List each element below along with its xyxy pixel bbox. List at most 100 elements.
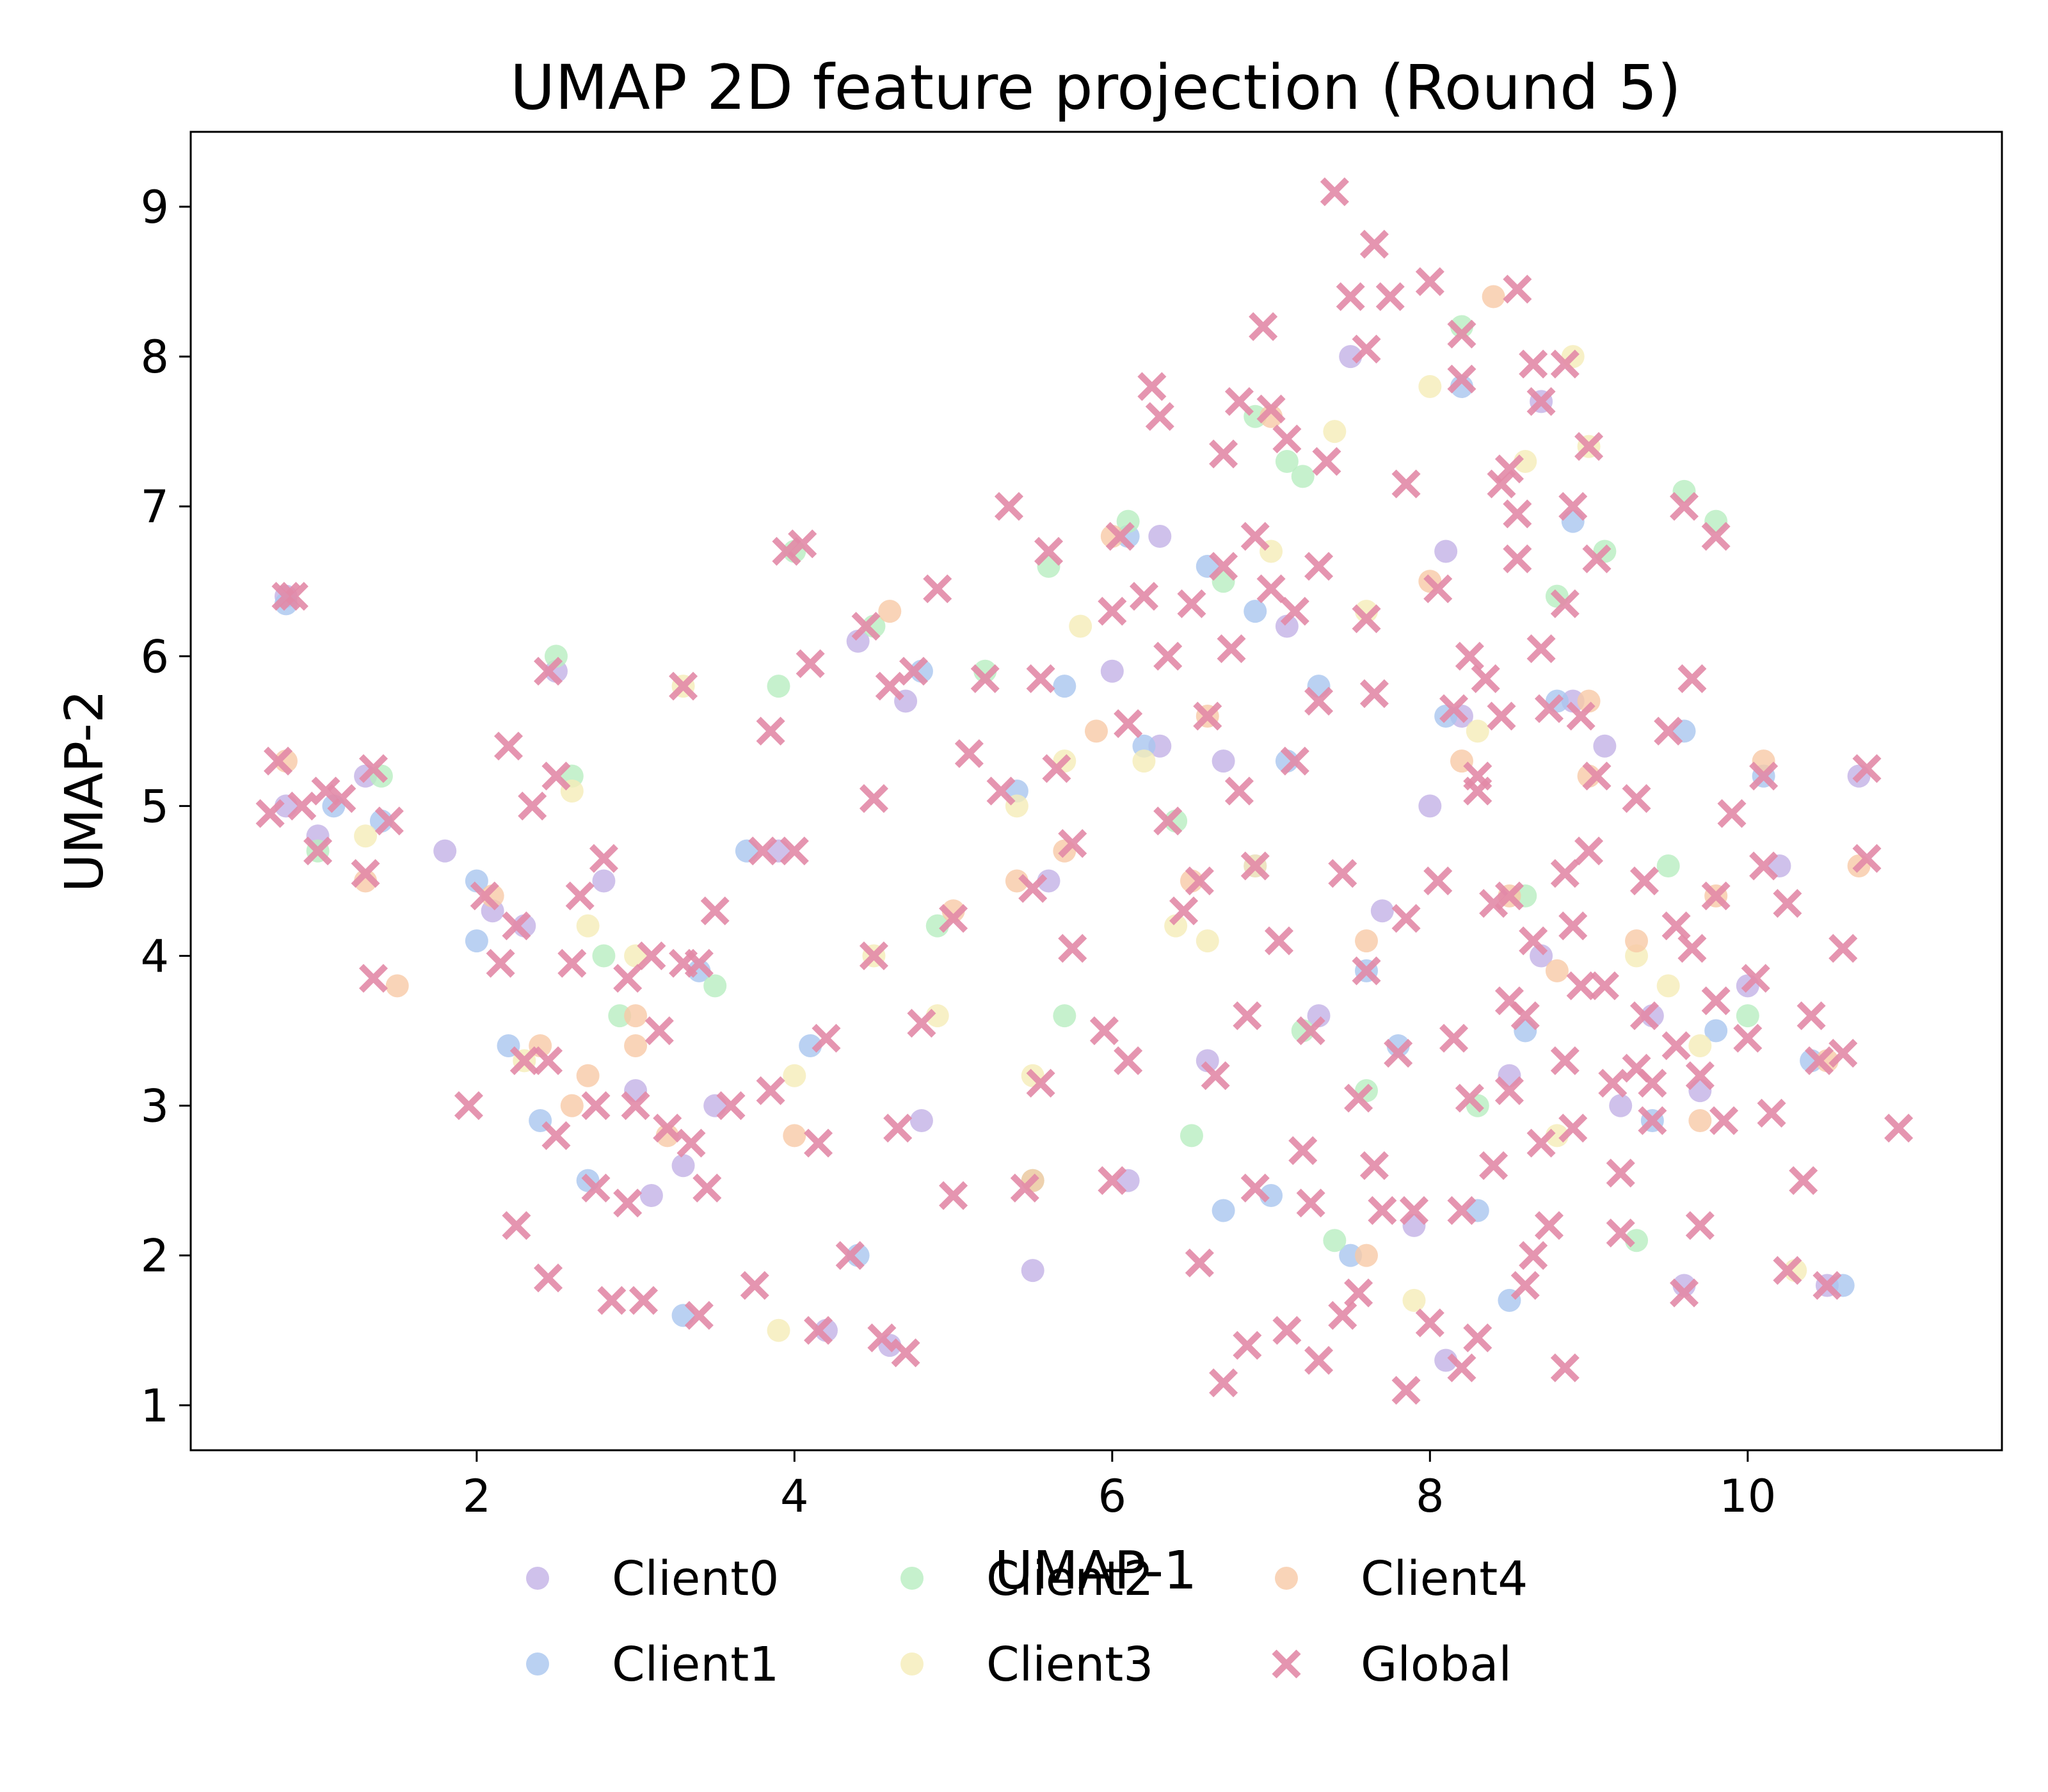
point-global-115 (1272, 1316, 1302, 1345)
point-global-169 (1503, 544, 1532, 573)
point-global-212 (1685, 1061, 1715, 1091)
point-global-177 (1526, 634, 1556, 664)
point-global-174 (1519, 926, 1548, 956)
point-global-186 (1558, 492, 1588, 521)
y-tick-label-6: 6 (140, 630, 169, 683)
point-client4-6 (576, 1064, 600, 1087)
plot-frame (189, 131, 2003, 1452)
point-client4-30 (1688, 1109, 1712, 1132)
point-global-89 (1137, 372, 1167, 401)
y-axis-ticks: 1 2 3 4 5 6 7 8 9 (140, 181, 191, 1432)
point-global-99 (1209, 439, 1238, 468)
legend-marker-client1 (526, 1652, 549, 1676)
point-global-45 (716, 1091, 746, 1121)
point-global-5 (303, 836, 333, 866)
legend-item-client1: Client1 (526, 1637, 779, 1692)
point-global-203 (1638, 1068, 1667, 1098)
point-global-17 (502, 1211, 531, 1240)
point-global-72 (986, 776, 1016, 806)
point-global-104 (1224, 776, 1254, 806)
point-global-75 (1018, 874, 1048, 903)
point-global-41 (684, 948, 714, 978)
point-global-118 (1288, 1136, 1318, 1165)
legend-marker-client0 (526, 1567, 549, 1590)
point-global-192 (1574, 836, 1604, 866)
point-client1-15 (1053, 675, 1076, 698)
point-client3-18 (1402, 1288, 1426, 1312)
point-client0-38 (1609, 1094, 1633, 1117)
point-global-195 (1590, 971, 1619, 1000)
series-client4 (274, 285, 1871, 1267)
point-client2-18 (1275, 450, 1299, 473)
point-global-112 (1256, 574, 1286, 604)
point-global-2 (271, 582, 301, 611)
point-global-55 (804, 1128, 833, 1158)
point-global-119 (1296, 1016, 1325, 1046)
point-global-146 (1423, 574, 1453, 604)
point-client2-30 (1736, 1004, 1759, 1028)
point-client3-20 (1466, 719, 1489, 743)
point-global-167 (1494, 1076, 1524, 1105)
legend-item-client0: Client0 (526, 1551, 779, 1606)
point-client2-32 (1180, 1124, 1203, 1148)
point-client2-6 (703, 974, 727, 998)
point-global-133 (1352, 956, 1381, 986)
legend-item-client3: Client3 (900, 1637, 1153, 1692)
point-global-88 (1129, 582, 1159, 611)
point-global-64 (891, 1338, 920, 1368)
point-global-84 (1098, 1166, 1127, 1196)
point-global-10 (358, 754, 388, 783)
point-global-42 (684, 1300, 714, 1330)
point-global-19 (518, 791, 547, 820)
point-global-176 (1526, 387, 1556, 416)
point-global-230 (1828, 934, 1858, 963)
point-client0-30 (1418, 794, 1442, 818)
point-client1-19 (1244, 600, 1267, 623)
point-global-79 (1042, 754, 1071, 783)
point-global-90 (1145, 402, 1174, 431)
point-global-47 (748, 836, 778, 866)
point-client3-29 (1196, 929, 1219, 953)
point-global-155 (1455, 1084, 1484, 1113)
point-global-127 (1328, 1300, 1357, 1330)
point-global-225 (1773, 1256, 1802, 1285)
point-global-93 (1169, 896, 1199, 925)
point-client0-23 (1212, 749, 1235, 773)
point-global-193 (1582, 544, 1612, 573)
point-global-103 (1224, 387, 1254, 416)
point-global-159 (1471, 664, 1500, 693)
point-client2-31 (1053, 1004, 1076, 1028)
point-global-13 (470, 881, 499, 911)
point-client0-11 (671, 1154, 695, 1178)
point-client1-23 (1339, 1244, 1363, 1267)
point-global-97 (1193, 701, 1222, 731)
point-global-147 (1423, 866, 1453, 895)
point-global-110 (1249, 312, 1278, 341)
legend-label-client0: Client0 (612, 1551, 779, 1606)
point-client4-2 (385, 974, 409, 998)
point-client1-4 (465, 929, 488, 953)
point-global-154 (1455, 641, 1484, 671)
point-client3-31 (767, 1318, 790, 1342)
point-global-194 (1582, 762, 1612, 791)
data-points (255, 177, 1914, 1405)
point-global-105 (1233, 1001, 1262, 1030)
point-global-207 (1661, 1031, 1691, 1060)
point-client4-5 (560, 1094, 584, 1117)
point-global-211 (1677, 934, 1707, 963)
point-global-181 (1550, 349, 1580, 379)
point-global-135 (1359, 679, 1389, 708)
point-global-77 (1026, 1068, 1055, 1098)
point-client2-5 (608, 1004, 632, 1028)
point-global-151 (1447, 364, 1476, 394)
point-global-24 (541, 1121, 571, 1150)
point-global-83 (1098, 596, 1127, 626)
legend-label-client1: Client1 (612, 1637, 779, 1692)
point-global-145 (1415, 1308, 1444, 1338)
point-global-87 (1114, 1046, 1143, 1075)
point-global-117 (1280, 746, 1309, 776)
point-global-228 (1804, 1046, 1834, 1075)
point-global-33 (621, 1091, 650, 1121)
y-tick-label-7: 7 (140, 481, 169, 533)
point-global-144 (1415, 267, 1444, 296)
